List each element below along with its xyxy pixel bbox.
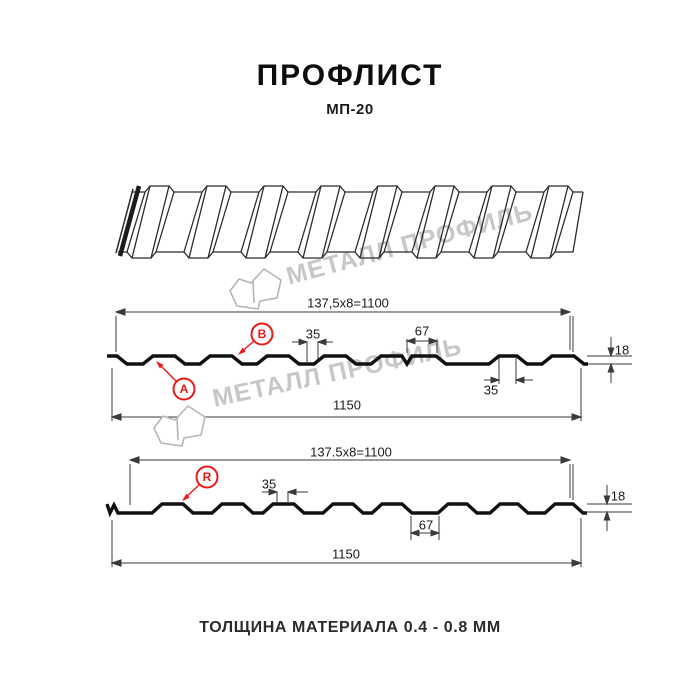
dim-label-top-35: 35	[305, 326, 321, 342]
dim-label-top-35b: 35	[483, 382, 499, 398]
profile-top-dimensions	[110, 308, 632, 421]
callout-r	[182, 465, 219, 501]
dim-label-bottom-formula: 137.5x8=1100	[310, 444, 392, 460]
dim-label-top-formula: 137,5x8=1100	[307, 295, 389, 311]
dim-label-top-67: 67	[414, 323, 430, 339]
profile-bottom-dimensions	[110, 456, 632, 567]
dim-label-bottom-18: 18	[610, 488, 626, 504]
callout-b-letter: B	[257, 327, 267, 341]
dim-label-top-1150: 1150	[333, 397, 361, 413]
callout-r-letter: R	[202, 470, 212, 484]
profile-bottom-section	[105, 501, 587, 518]
profile-top-outline	[107, 354, 588, 368]
page-subtitle: МП-20	[326, 101, 374, 118]
profile-bottom-outline	[105, 501, 587, 518]
dim-label-bottom-1150: 1150	[332, 546, 360, 562]
profile-top-section	[107, 354, 588, 368]
callout-a	[156, 361, 196, 401]
callouts	[156, 322, 274, 501]
callout-b	[238, 322, 274, 355]
brand-logo-watermark	[153, 268, 282, 447]
dim-label-bottom-67: 67	[418, 517, 434, 533]
callout-a-letter: A	[179, 382, 189, 396]
sheet-3d-view	[115, 185, 584, 259]
material-thickness-caption: ТОЛЩИНА МАТЕРИАЛА 0.4 - 0.8 ММ	[199, 619, 501, 636]
page-title: ПРОФЛИСТ	[256, 59, 444, 92]
dim-label-bottom-35: 35	[261, 476, 277, 492]
dim-label-top-18: 18	[614, 342, 630, 358]
